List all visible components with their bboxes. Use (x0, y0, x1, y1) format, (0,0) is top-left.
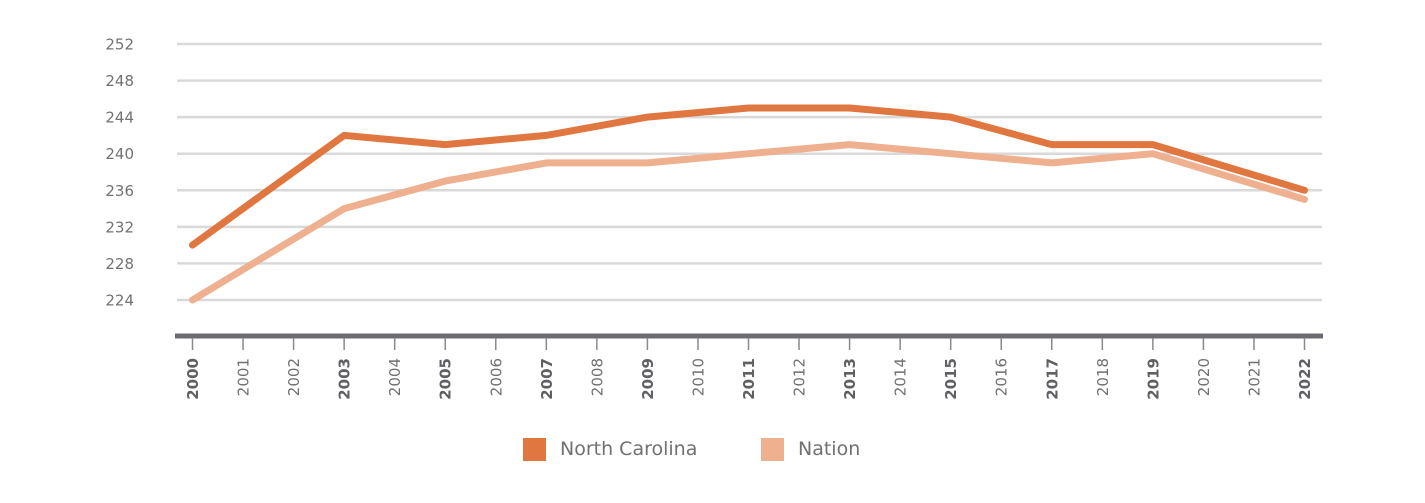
x-tick-label-2013: 2013 (841, 358, 859, 400)
x-tick-label-2001: 2001 (235, 358, 253, 396)
legend: North Carolina Nation (0, 436, 1425, 462)
gridlines (177, 42, 1322, 302)
x-tick-label-2002: 2002 (285, 358, 303, 396)
x-tick-label-2020: 2020 (1195, 358, 1213, 396)
x-tick-label-2012: 2012 (791, 358, 809, 396)
x-tick-label-2011: 2011 (740, 358, 758, 400)
x-axis (175, 333, 1323, 350)
x-tick-label-2021: 2021 (1245, 358, 1263, 396)
legend-label-nation: Nation (798, 438, 861, 460)
x-axis-labels: 2000 2001 2002 2003 2004 2005 2006 2007 2008 2009… (184, 358, 1314, 400)
x-tick-label-2010: 2010 (689, 358, 707, 396)
y-tick-label-232: 232 (105, 218, 134, 236)
series-line-north-carolina (189, 104, 1308, 249)
y-tick-label-244: 244 (105, 109, 134, 127)
y-tick-label-228: 228 (105, 255, 134, 273)
x-tick-label-2022: 2022 (1296, 358, 1314, 400)
x-tick-label-2003: 2003 (336, 358, 354, 400)
x-tick-label-2000: 2000 (184, 358, 202, 400)
y-tick-label-248: 248 (105, 72, 134, 90)
series-lines (189, 104, 1308, 304)
legend-swatch-north-carolina (523, 437, 546, 461)
y-tick-label-240: 240 (105, 145, 134, 163)
legend-swatch-nation (761, 437, 784, 461)
legend-label-north-carolina: North Carolina (560, 438, 698, 460)
x-tick-label-2004: 2004 (386, 358, 404, 396)
x-tick-label-2006: 2006 (487, 358, 505, 396)
x-tick-label-2014: 2014 (892, 358, 910, 396)
x-tick-label-2009: 2009 (639, 358, 657, 400)
y-axis-labels: 224 228 232 236 240 244 248 252 (105, 36, 134, 310)
y-tick-label-224: 224 (105, 292, 134, 310)
x-tick-label-2019: 2019 (1144, 358, 1162, 400)
legend-item-nation: Nation (761, 436, 860, 462)
y-tick-label-252: 252 (105, 36, 134, 54)
y-tick-label-236: 236 (105, 182, 134, 200)
x-tick-label-2016: 2016 (993, 358, 1011, 396)
series-line-nation (189, 141, 1308, 304)
x-tick-label-2008: 2008 (588, 358, 606, 396)
x-tick-label-2018: 2018 (1094, 358, 1112, 396)
x-tick-label-2015: 2015 (942, 358, 960, 400)
legend-item-north-carolina: North Carolina (523, 436, 697, 462)
x-tick-label-2005: 2005 (437, 358, 455, 400)
x-tick-label-2017: 2017 (1043, 358, 1061, 400)
x-tick-label-2007: 2007 (538, 358, 556, 400)
